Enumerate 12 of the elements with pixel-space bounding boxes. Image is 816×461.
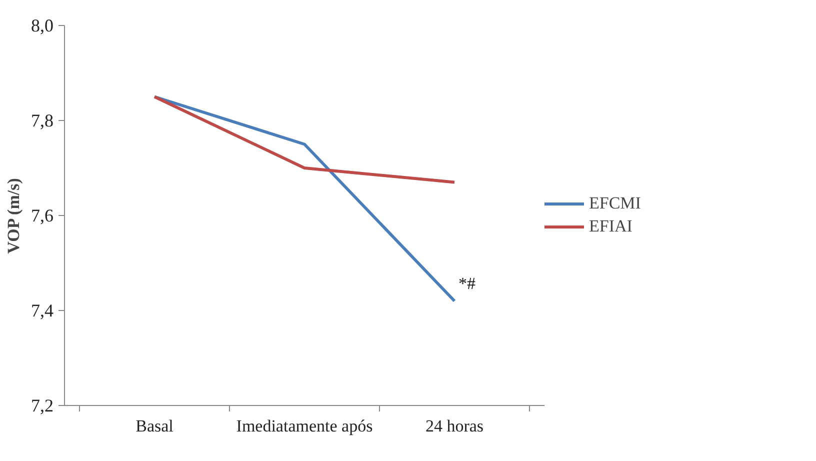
legend-label: EFIAI	[589, 216, 632, 236]
x-tick-label: Imediatamente após	[236, 416, 373, 436]
x-tick-label: Basal	[136, 416, 174, 436]
annotation: *#	[458, 274, 476, 293]
y-tick-label: 7,4	[31, 300, 54, 320]
x-tick-label: 24 horas	[425, 416, 484, 436]
y-axis-title: VOP (m/s)	[4, 178, 23, 254]
y-tick-label: 8,0	[31, 16, 54, 36]
y-tick-label: 7,2	[31, 396, 54, 416]
y-tick-label: 7,8	[31, 110, 54, 130]
y-tick-label: 7,6	[31, 206, 54, 226]
legend-label: EFCMI	[589, 194, 641, 214]
